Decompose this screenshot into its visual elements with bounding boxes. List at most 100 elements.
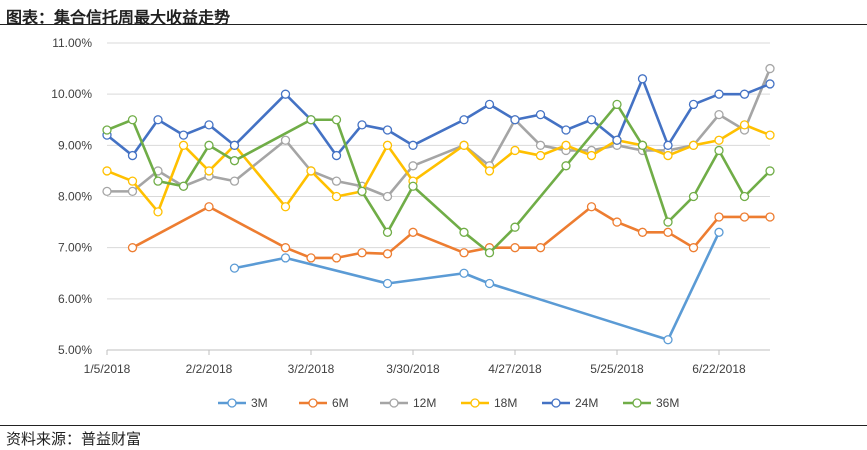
data-point-3m: [280, 253, 291, 263]
legend-marker-24m: [551, 398, 561, 408]
data-point-36m: [484, 248, 495, 258]
data-point-36m: [127, 115, 138, 125]
data-point-18m: [714, 135, 724, 145]
y-tick-label: 5.00%: [58, 343, 92, 357]
data-point-36m: [178, 181, 189, 191]
data-point-36m: [229, 156, 240, 166]
data-point-18m: [178, 140, 189, 150]
data-point-24m: [688, 99, 699, 110]
legend-label-24m: 24M: [575, 396, 598, 410]
data-point-12m: [280, 135, 291, 145]
data-point-6m: [663, 227, 673, 237]
x-tick-label: 2/2/2018: [186, 362, 233, 376]
data-point-18m: [280, 202, 291, 212]
data-point-12m: [535, 140, 546, 150]
data-point-18m: [459, 140, 469, 150]
data-point-3m: [484, 278, 495, 289]
legend-marker-12m: [389, 398, 399, 408]
y-tick-label: 7.00%: [58, 241, 92, 255]
data-point-36m: [382, 227, 393, 237]
data-point-24m: [586, 115, 597, 125]
data-point-24m: [382, 125, 393, 135]
data-point-6m: [204, 202, 214, 212]
data-point-6m: [357, 248, 367, 258]
data-point-18m: [153, 207, 163, 217]
data-point-18m: [127, 176, 138, 186]
data-point-18m: [306, 166, 316, 176]
x-tick-label: 3/30/2018: [386, 362, 440, 376]
data-point-6m: [127, 243, 138, 253]
data-point-18m: [688, 140, 699, 150]
data-point-3m: [459, 268, 469, 278]
data-point-12m: [765, 63, 775, 74]
legend-label-36m: 36M: [656, 396, 679, 410]
x-tick-label: 5/25/2018: [590, 362, 644, 376]
series-line-36m: [106, 103, 771, 255]
data-point-24m: [663, 140, 673, 150]
data-point-24m: [459, 115, 469, 125]
data-point-12m: [714, 109, 724, 120]
data-point-6m: [586, 202, 597, 212]
data-point-18m: [102, 166, 112, 176]
legend-label-6m: 6M: [332, 396, 349, 410]
data-point-24m: [561, 125, 571, 135]
data-point-6m: [459, 248, 469, 258]
data-point-6m: [306, 253, 316, 263]
data-point-36m: [102, 125, 112, 135]
data-point-36m: [688, 191, 699, 202]
data-point-36m: [765, 166, 775, 176]
data-point-24m: [408, 140, 418, 150]
data-point-24m: [331, 150, 342, 161]
data-point-6m: [714, 212, 724, 222]
legend-label-18m: 18M: [494, 396, 517, 410]
data-point-12m: [229, 176, 240, 186]
y-tick-label: 8.00%: [58, 190, 92, 204]
data-point-36m: [739, 191, 750, 202]
data-point-12m: [408, 161, 418, 171]
data-point-18m: [204, 166, 214, 176]
legend-label-3m: 3M: [251, 396, 268, 410]
data-point-36m: [561, 161, 571, 171]
data-point-36m: [306, 115, 316, 125]
data-point-36m: [153, 176, 163, 186]
data-point-18m: [663, 150, 673, 161]
data-point-6m: [688, 243, 699, 253]
data-point-24m: [739, 89, 750, 99]
data-point-24m: [204, 120, 214, 130]
data-point-12m: [127, 186, 138, 197]
legend-marker-6m: [308, 398, 318, 408]
data-point-18m: [510, 145, 520, 156]
data-point-36m: [357, 186, 367, 197]
header-rule: [0, 24, 867, 25]
data-point-24m: [178, 130, 189, 140]
data-point-18m: [331, 191, 342, 202]
legend-marker-3m: [227, 398, 237, 408]
legend-marker-18m: [470, 398, 480, 408]
data-point-24m: [153, 115, 163, 125]
y-tick-label: 10.00%: [51, 87, 92, 101]
footer-rule: [0, 425, 867, 426]
data-point-3m: [382, 278, 393, 289]
data-point-24m: [280, 89, 291, 99]
data-point-24m: [484, 99, 495, 110]
data-point-24m: [229, 140, 240, 150]
data-point-6m: [382, 249, 393, 259]
data-point-24m: [765, 79, 775, 89]
data-point-18m: [739, 120, 750, 130]
data-point-6m: [510, 243, 520, 253]
legend-marker-36m: [632, 398, 642, 408]
data-point-18m: [484, 166, 495, 176]
y-tick-label: 6.00%: [58, 292, 92, 306]
x-tick-label: 6/22/2018: [692, 362, 746, 376]
data-point-36m: [612, 99, 622, 110]
data-point-12m: [331, 176, 342, 186]
data-point-6m: [535, 243, 546, 253]
data-point-18m: [535, 150, 546, 161]
data-point-36m: [663, 217, 673, 227]
data-point-12m: [382, 191, 393, 202]
data-point-36m: [408, 181, 418, 191]
data-point-6m: [765, 212, 775, 222]
data-point-24m: [357, 120, 367, 130]
data-point-3m: [663, 335, 673, 345]
data-point-24m: [637, 74, 648, 84]
